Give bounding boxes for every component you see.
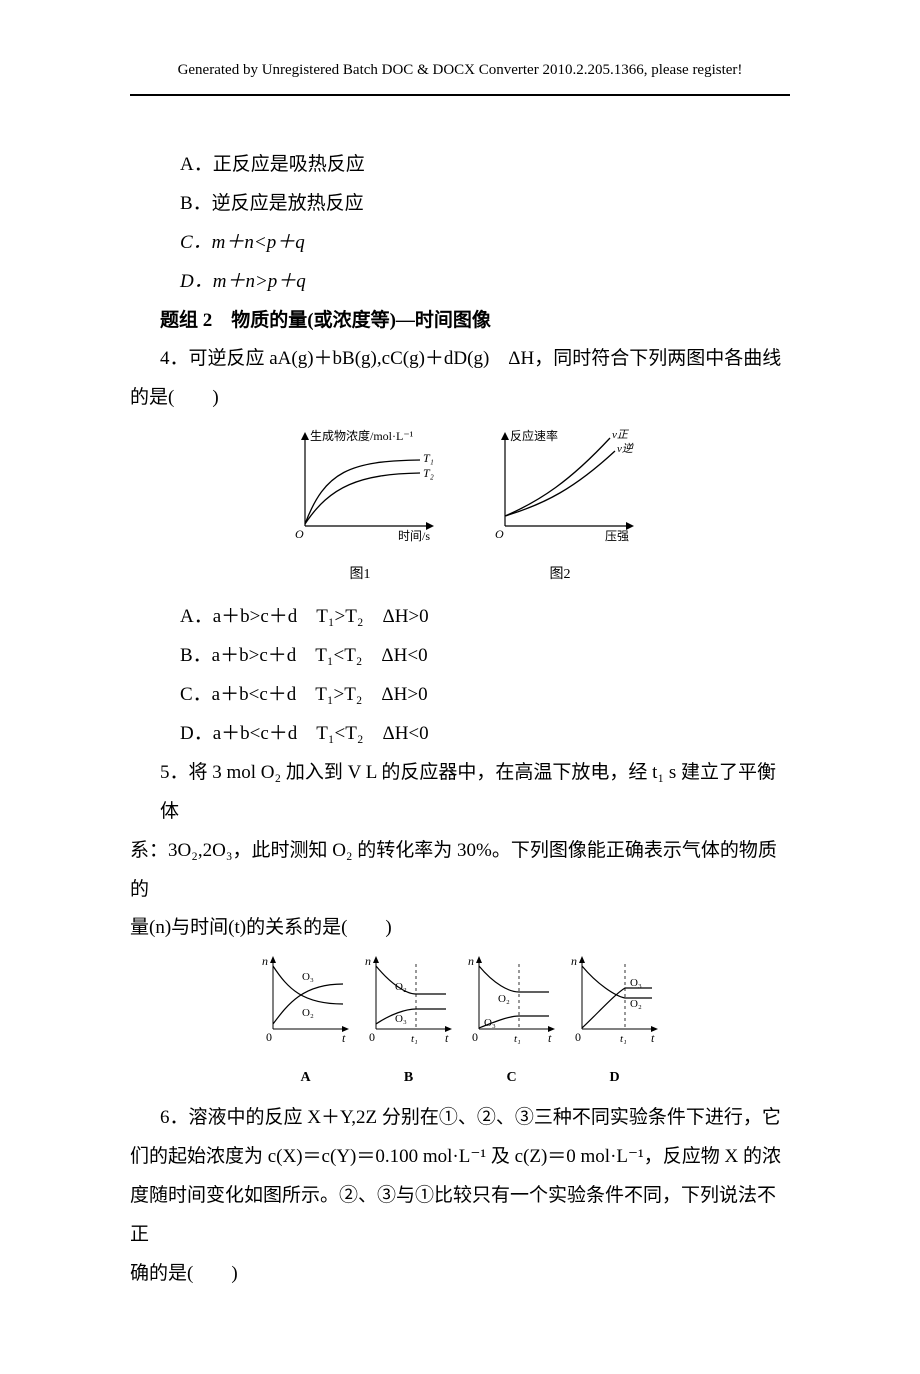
fig-d-caption: D bbox=[567, 1064, 662, 1093]
o3-label: O₃ bbox=[395, 1013, 407, 1025]
q6-stem-line4: 确的是( ) bbox=[130, 1255, 790, 1294]
q4-stem-line1: 4．可逆反应 aA(g)＋bB(g),cC(g)＋dD(g) ΔH，同时符合下列… bbox=[130, 340, 790, 379]
fig-a-caption: A bbox=[258, 1064, 353, 1093]
zero-label: 0 bbox=[369, 1030, 375, 1044]
o2-label: O₂ bbox=[302, 1007, 314, 1019]
q6-stem-line2: 们的起始浓度为 c(X)＝c(Y)＝0.100 mol·L⁻¹ 及 c(Z)＝0… bbox=[130, 1138, 790, 1177]
fig1-t2: T₂ bbox=[423, 466, 434, 480]
t-label: t bbox=[445, 1031, 449, 1045]
q4-option-c: C．a＋b<c＋d T₁>T₂ ΔH>0 bbox=[130, 676, 790, 715]
q4-fig2: 反应速率 v正 v逆 压强 O 图2 bbox=[480, 426, 640, 590]
q5-stem-line3: 量(n)与时间(t)的关系的是( ) bbox=[130, 909, 790, 948]
fig2-ylabel: 反应速率 bbox=[510, 428, 558, 443]
q5-fig-a: n t 0 O₃ O₂ A bbox=[258, 954, 353, 1093]
q6-stem-line3: 度随时间变化如图所示。②、③与①比较只有一个实验条件不同，下列说法不正 bbox=[130, 1177, 790, 1255]
fig2-v2: v逆 bbox=[617, 442, 635, 455]
q4-option-a: A．a＋b>c＋d T₁>T₂ ΔH>0 bbox=[130, 598, 790, 637]
fig2-v1: v正 bbox=[612, 429, 630, 441]
prev-option-b: B．逆反应是放热反应 bbox=[130, 185, 790, 224]
n-label: n bbox=[571, 954, 577, 968]
fig1-origin: O bbox=[295, 527, 304, 541]
n-label: n bbox=[468, 954, 474, 968]
fig2-xlabel: 压强 bbox=[605, 529, 629, 543]
opt-text: C．a＋b<c＋d T₁>T₂ ΔH>0 bbox=[180, 684, 428, 705]
q5-fig-d: n t t₁ 0 O₃ O₂ D bbox=[567, 954, 662, 1093]
opt-text: A．正反应是吸热反应 bbox=[180, 154, 365, 175]
q4-stem-line2: 的是( ) bbox=[130, 379, 790, 418]
page-header: Generated by Unregistered Batch DOC & DO… bbox=[130, 55, 790, 86]
prev-option-d: D．m＋n>p＋q bbox=[130, 263, 790, 302]
q4-option-b: B．a＋b>c＋d T₁<T₂ ΔH<0 bbox=[130, 637, 790, 676]
opt-text: C．m＋n<p＋q bbox=[180, 232, 305, 253]
q5-figures: n t 0 O₃ O₂ A n t t₁ 0 O₂ bbox=[130, 954, 790, 1093]
zero-label: 0 bbox=[575, 1030, 581, 1044]
n-label: n bbox=[262, 954, 268, 968]
fig1-t1: T₁ bbox=[423, 451, 434, 465]
prev-option-c: C．m＋n<p＋q bbox=[130, 224, 790, 263]
q5-stem-line1: 5．将 3 mol O₂ 加入到 V L 的反应器中，在高温下放电，经 t₁ s… bbox=[130, 754, 790, 832]
t1-label: t₁ bbox=[620, 1033, 627, 1045]
q4-fig1: 生成物浓度/mol·L⁻¹ T₁ T₂ 时间/s O 图1 bbox=[280, 426, 440, 590]
opt-text: B．a＋b>c＋d T₁<T₂ ΔH<0 bbox=[180, 645, 428, 666]
t1-label: t₁ bbox=[514, 1033, 521, 1045]
opt-text: A．a＋b>c＋d T₁>T₂ ΔH>0 bbox=[180, 606, 429, 627]
fig2-origin: O bbox=[495, 527, 504, 541]
o3-label: O₃ bbox=[630, 977, 642, 989]
fig-b-caption: B bbox=[361, 1064, 456, 1093]
opt-text: D．m＋n>p＋q bbox=[180, 271, 306, 292]
o3-label: O₃ bbox=[484, 1017, 496, 1029]
q5-fig-b: n t t₁ 0 O₂ O₃ B bbox=[361, 954, 456, 1093]
section-title-2: 题组 2 物质的量(或浓度等)—时间图像 bbox=[130, 302, 790, 341]
opt-text: B．逆反应是放热反应 bbox=[180, 193, 364, 214]
prev-option-a: A．正反应是吸热反应 bbox=[130, 146, 790, 185]
o3-label: O₃ bbox=[302, 971, 314, 983]
o2-label: O₂ bbox=[630, 998, 642, 1010]
zero-label: 0 bbox=[266, 1030, 272, 1044]
t-label: t bbox=[342, 1031, 346, 1045]
fig-c-caption: C bbox=[464, 1064, 559, 1093]
q4-option-d: D．a＋b<c＋d T₁<T₂ ΔH<0 bbox=[130, 715, 790, 754]
fig1-xlabel: 时间/s bbox=[398, 529, 430, 543]
fig1-ylabel: 生成物浓度/mol·L⁻¹ bbox=[310, 428, 414, 443]
o2-label: O₂ bbox=[395, 981, 407, 993]
t1-label: t₁ bbox=[411, 1033, 418, 1045]
t-label: t bbox=[651, 1031, 655, 1045]
opt-text: D．a＋b<c＋d T₁<T₂ ΔH<0 bbox=[180, 723, 429, 744]
q5-stem-line2: 系：3O₂,2O₃，此时测知 O₂ 的转化率为 30%。下列图像能正确表示气体的… bbox=[130, 832, 790, 910]
q6-stem-line1: 6．溶液中的反应 X＋Y,2Z 分别在①、②、③三种不同实验条件下进行，它 bbox=[130, 1099, 790, 1138]
n-label: n bbox=[365, 954, 371, 968]
fig2-caption: 图2 bbox=[480, 561, 640, 590]
o2-label: O₂ bbox=[498, 993, 510, 1005]
q4-figures: 生成物浓度/mol·L⁻¹ T₁ T₂ 时间/s O 图1 反应速率 v正 v逆… bbox=[130, 426, 790, 590]
q5-fig-c: n t t₁ 0 O₂ O₃ C bbox=[464, 954, 559, 1093]
header-rule bbox=[130, 94, 790, 96]
t-label: t bbox=[548, 1031, 552, 1045]
zero-label: 0 bbox=[472, 1030, 478, 1044]
fig1-caption: 图1 bbox=[280, 561, 440, 590]
